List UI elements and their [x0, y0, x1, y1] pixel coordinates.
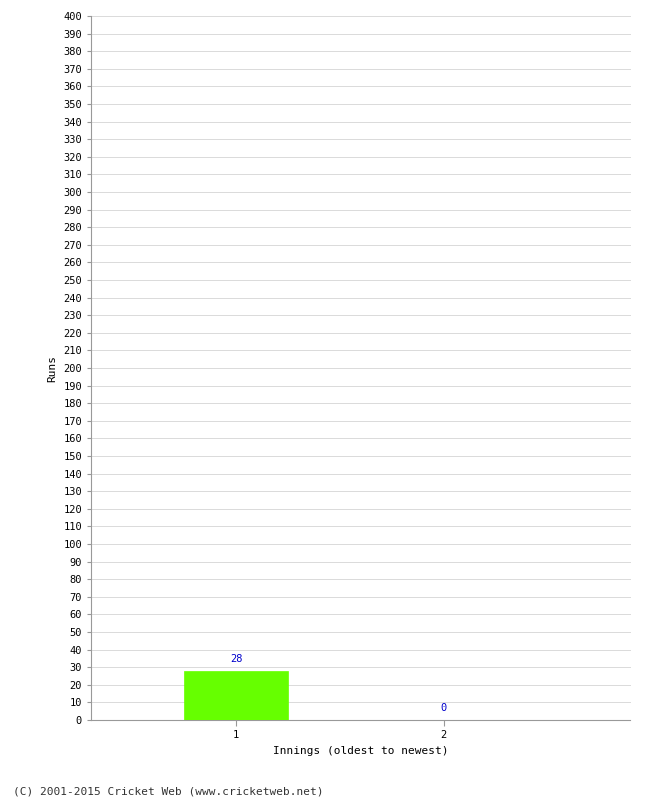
Text: (C) 2001-2015 Cricket Web (www.cricketweb.net): (C) 2001-2015 Cricket Web (www.cricketwe… [13, 786, 324, 796]
X-axis label: Innings (oldest to newest): Innings (oldest to newest) [273, 746, 448, 756]
Y-axis label: Runs: Runs [47, 354, 58, 382]
Text: 0: 0 [441, 703, 447, 713]
Bar [185, 670, 288, 720]
Text: 28: 28 [230, 654, 242, 664]
